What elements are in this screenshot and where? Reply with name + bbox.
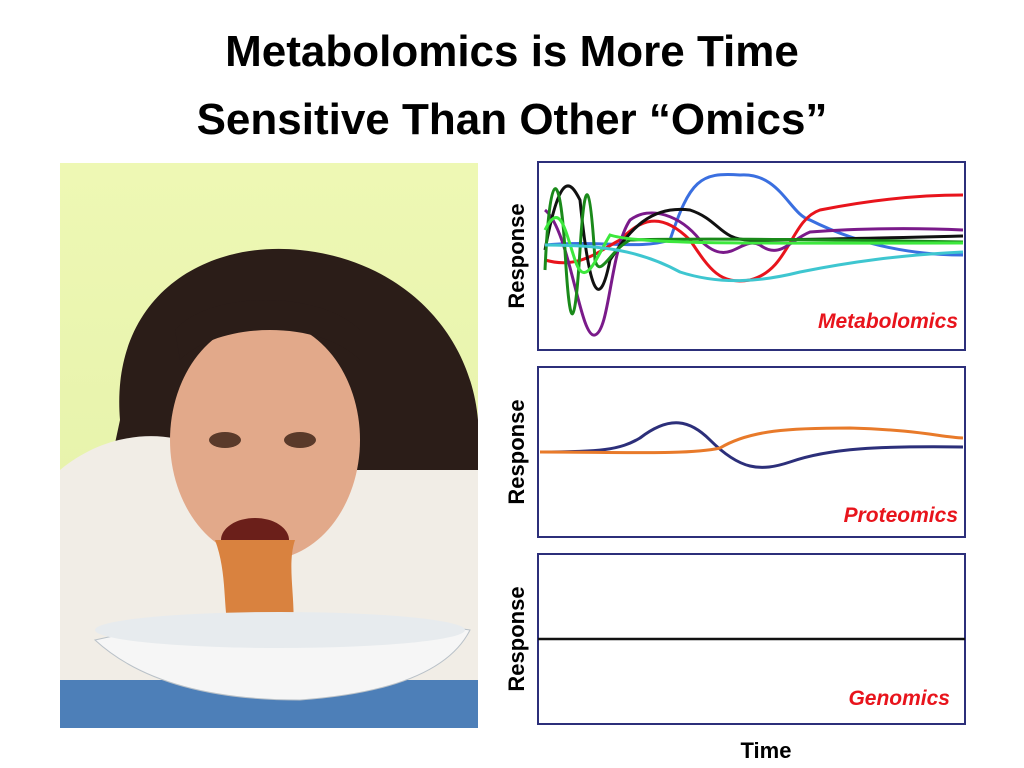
photo	[60, 163, 478, 728]
panel-label: Genomics	[848, 687, 950, 710]
panel-label: Proteomics	[844, 504, 958, 527]
y-axis-label: Response	[504, 586, 529, 691]
y-axis-label: Response	[504, 203, 529, 308]
title-line: Metabolomics is More Time	[225, 27, 799, 76]
panel-frame	[537, 366, 966, 538]
x-axis-label: Time	[741, 738, 792, 763]
metabolomics-curves	[543, 172, 964, 337]
panel-label: Metabolomics	[818, 310, 958, 333]
proteomics-curve	[539, 421, 964, 469]
proteomics-curve	[539, 426, 964, 455]
title-line: Sensitive Than Other “Omics”	[197, 95, 828, 144]
y-axis-label: Response	[504, 399, 529, 504]
